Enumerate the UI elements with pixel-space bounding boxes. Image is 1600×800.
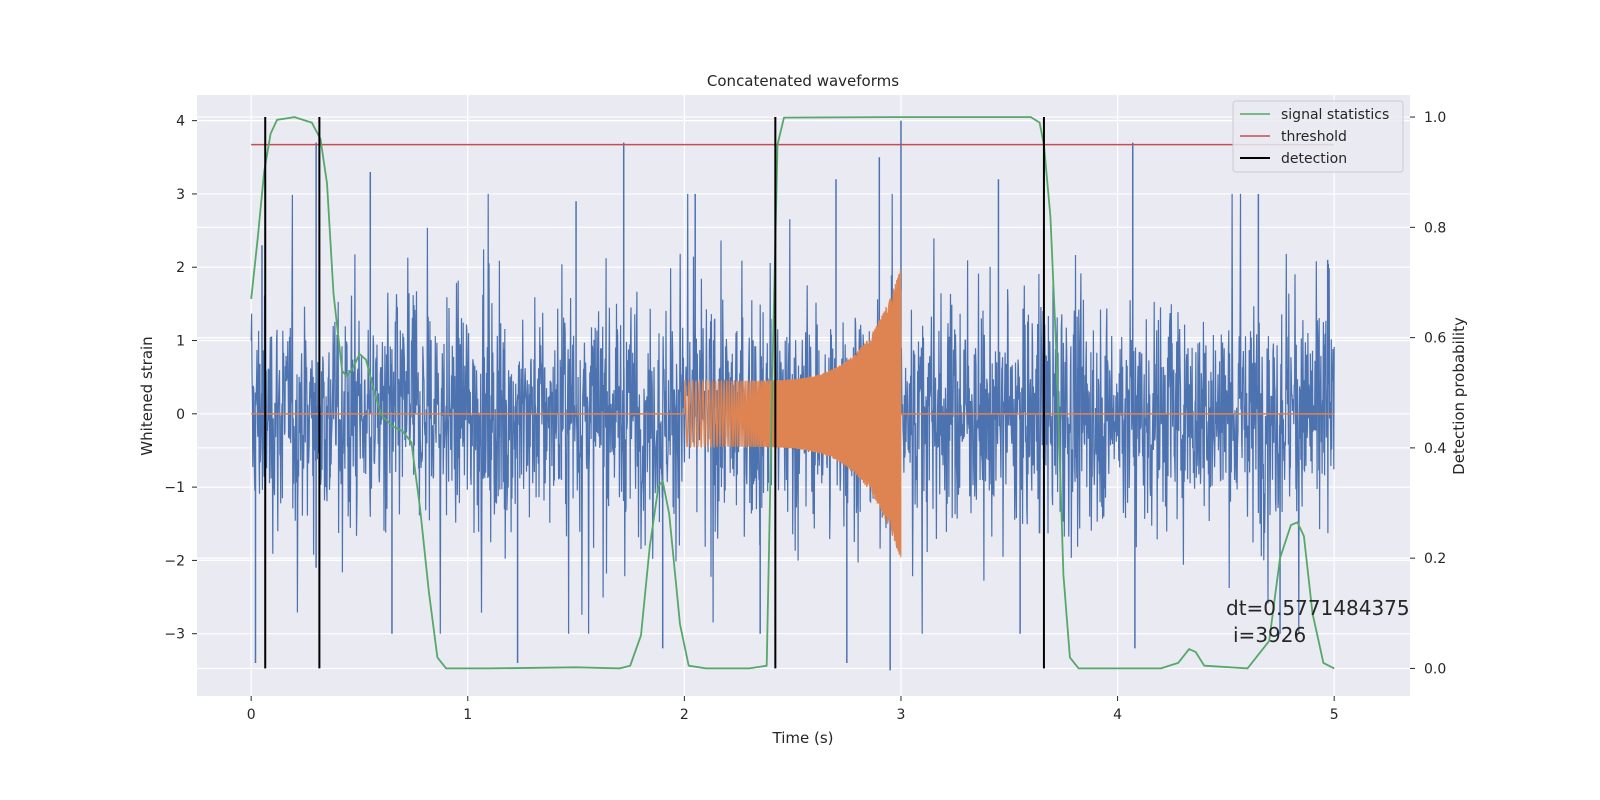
y2-tick-label-4: 0.8 <box>1424 220 1446 236</box>
y-tick-label-4: 1 <box>176 334 185 350</box>
legend: signal statistics threshold detection <box>1232 100 1404 173</box>
x-axis-label: Time (s) <box>772 729 834 747</box>
legend-label-threshold: threshold <box>1281 129 1347 145</box>
x-tick-label-3: 3 <box>897 707 906 723</box>
y2-tick-label-1: 0.2 <box>1424 551 1446 567</box>
noise-line <box>250 193 1335 634</box>
y2-tick-label-2: 0.4 <box>1424 441 1446 457</box>
y-tick-label-7: 4 <box>176 114 185 130</box>
y2-tick-label-0: 0.0 <box>1424 661 1446 677</box>
annotation-i: i=3926 <box>1233 623 1306 647</box>
y-axis-label: Whitened strain <box>138 336 156 455</box>
x-tick-label-4: 4 <box>1113 707 1122 723</box>
y2-tick-label-3: 0.6 <box>1424 331 1446 347</box>
detection-series <box>264 117 1045 669</box>
noise-series <box>250 120 1335 671</box>
signal-statistics-line <box>250 116 1335 670</box>
ticks: 0 1 2 3 4 5 −3 −2 −1 0 1 2 3 4 0.0 0.2 0.4 0.6 0.8 1.0 <box>164 110 1446 723</box>
x-tick-label-2: 2 <box>680 707 689 723</box>
x-tick-label-5: 5 <box>1330 707 1339 723</box>
y-tick-label-6: 3 <box>176 187 185 203</box>
legend-label-detection: detection <box>1281 151 1347 167</box>
y-tick-label-2: −1 <box>164 480 185 496</box>
x-tick-label-1: 1 <box>463 707 472 723</box>
annotation-dt: dt=0.5771484375 <box>1226 596 1410 620</box>
signal-chirp <box>683 269 902 558</box>
injected-signal-series <box>251 269 1335 558</box>
signal-statistics-series <box>250 116 1335 670</box>
y-tick-label-5: 2 <box>176 260 185 276</box>
y2-axis-label: Detection probability <box>1450 317 1468 475</box>
y-tick-label-3: 0 <box>176 407 185 423</box>
legend-box <box>1232 100 1404 173</box>
chart-title: Concatenated waveforms <box>707 72 899 90</box>
x-tick-label-0: 0 <box>247 707 256 723</box>
legend-label-signal-statistics: signal statistics <box>1281 107 1389 123</box>
y-tick-label-0: −3 <box>164 627 185 643</box>
y-tick-label-1: −2 <box>164 553 185 569</box>
y2-tick-label-5: 1.0 <box>1424 110 1446 126</box>
